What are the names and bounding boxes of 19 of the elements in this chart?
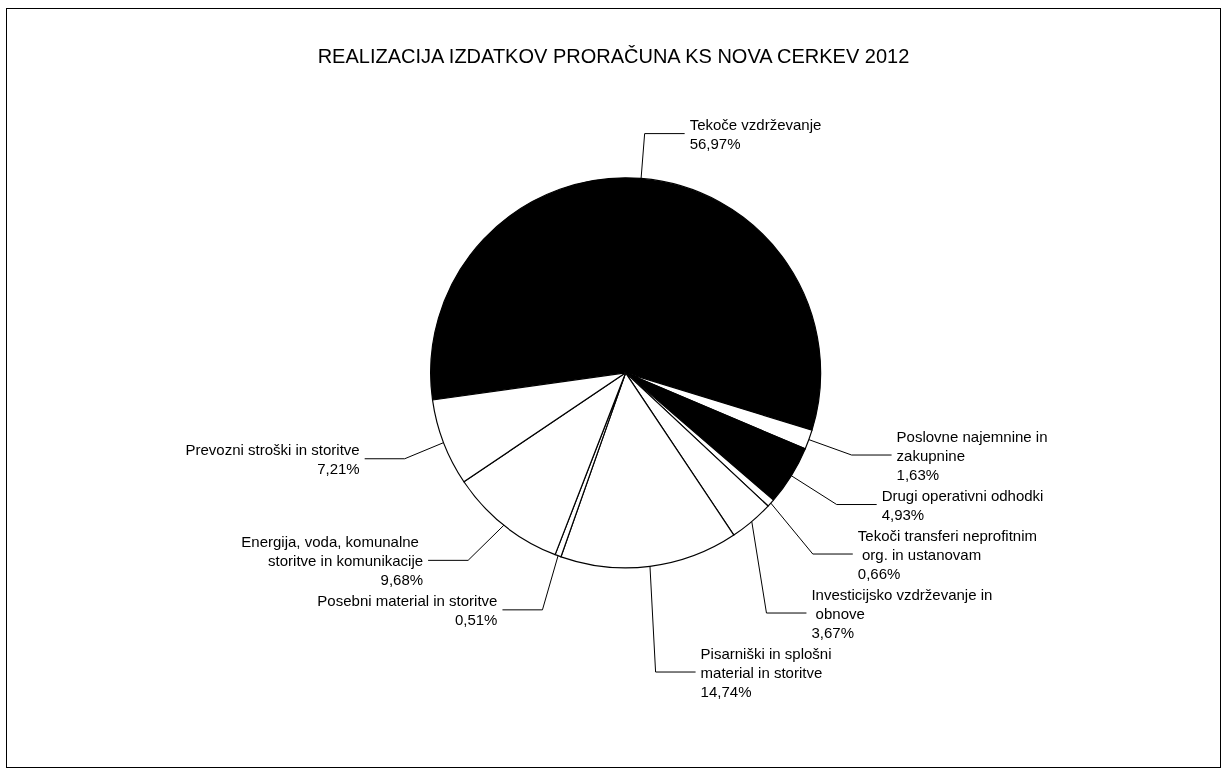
slice-label: Tekoče vzdrževanje — [689, 115, 822, 133]
slice-label: Pisarniški in splošni material in storitve — [700, 644, 836, 681]
slice-label: Drugi operativni odhodki — [881, 486, 1044, 504]
data-label: 1,63% — [896, 465, 940, 483]
slice-label: Energija, voda, komunalne storitve in komunikacije — [241, 532, 424, 569]
data-label: 7,21% — [317, 459, 360, 477]
data-label: 0,51% — [454, 610, 498, 628]
data-label: 9,68% — [380, 570, 424, 588]
data-label: 3,67% — [811, 623, 854, 641]
data-label: 14,74% — [700, 682, 752, 700]
chart-title: REALIZACIJA IZDATKOV PRORAČUNA KS NOVA CERKEV 2012 — [317, 45, 910, 67]
slice-label: Poslovne najemnine in zakupnine — [896, 427, 1052, 464]
slice-label: Posebni material in storitve — [317, 591, 498, 609]
data-label: 56,97% — [689, 134, 741, 152]
slice-label: Prevozni stroški in storitve — [185, 440, 360, 458]
data-label: 4,93% — [881, 505, 925, 523]
slice-label: Investicijsko vzdrževanje in obnove — [811, 585, 993, 622]
slice-label: Tekoči transferi neprofitnim org. in ustanovam — [857, 526, 1038, 563]
data-label: 0,66% — [857, 564, 901, 582]
